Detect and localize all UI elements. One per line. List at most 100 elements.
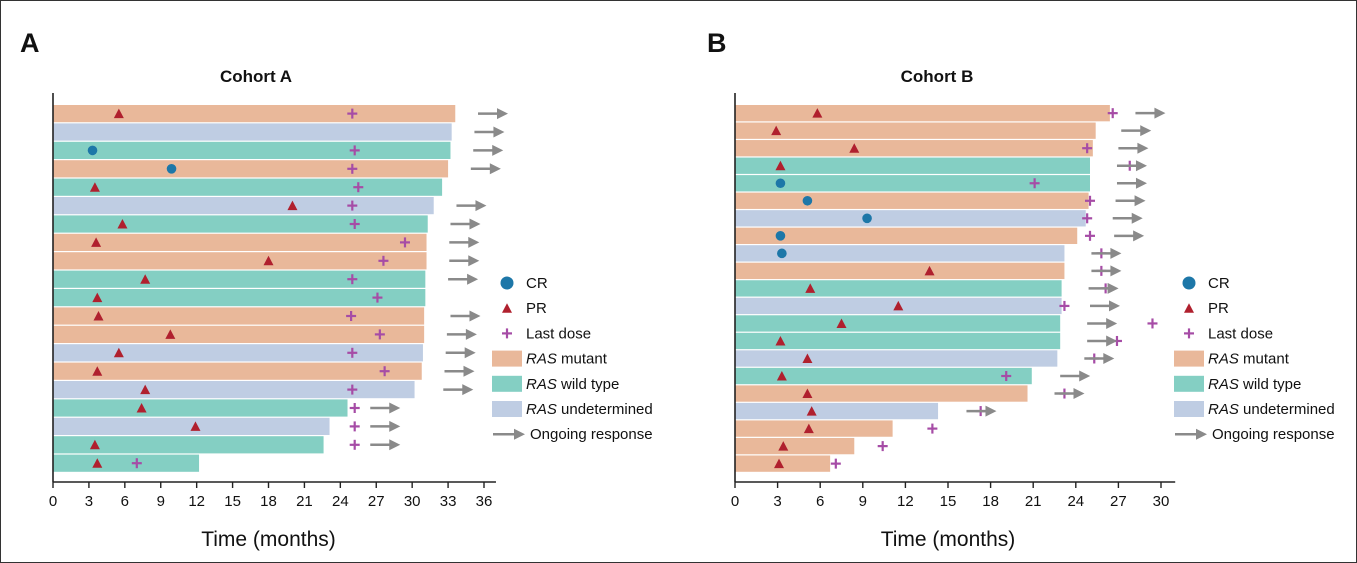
arrow-head (1079, 370, 1091, 382)
x-tick-label: 3 (773, 493, 781, 510)
ongoing-response-arrow (1054, 388, 1085, 400)
ongoing-response-arrow (470, 163, 501, 175)
patient-bar (53, 160, 449, 178)
ongoing-response-arrow (1118, 142, 1149, 154)
ongoing-response-arrow (1088, 282, 1119, 294)
pr-marker (92, 458, 103, 468)
x-tick-label: 33 (440, 493, 457, 510)
ongoing-response-arrow (448, 273, 479, 285)
legend-label: CR (1208, 275, 1230, 292)
x-tick-label: 3 (85, 493, 93, 510)
patient-bar (53, 197, 434, 215)
legend-cr-marker (500, 276, 514, 290)
legend-swatch (492, 401, 522, 417)
last-dose-marker (1147, 318, 1158, 329)
arrow-head (1137, 142, 1149, 154)
x-tick-label: 30 (1153, 493, 1170, 510)
patient-bar (735, 192, 1089, 209)
legend-label: RAS mutant (526, 351, 608, 368)
pr-marker (165, 329, 176, 339)
ongoing-response-arrow (444, 365, 475, 377)
arrow-head (464, 347, 476, 359)
ongoing-response-arrow (1084, 352, 1115, 364)
x-tick-label: 21 (1025, 493, 1042, 510)
patient-bar (735, 455, 831, 472)
pr-marker (89, 439, 100, 450)
legend-label-text: Last dose (1208, 325, 1273, 342)
legend-label: RAS wild type (526, 376, 619, 393)
legend-swatch (1174, 350, 1204, 367)
arrow-head (1103, 352, 1115, 364)
ongoing-response-arrow (449, 236, 480, 248)
legend-label-italic: RAS (526, 401, 557, 418)
patient-bar (735, 367, 1032, 385)
last-dose-marker (1082, 143, 1093, 154)
x-tick-label: 6 (816, 493, 824, 510)
pr-marker (113, 108, 124, 119)
arrow-head (468, 236, 480, 248)
x-tick-label: 9 (859, 493, 867, 510)
ongoing-response-arrow (1112, 212, 1143, 224)
legend-ongoing-arrow (1175, 428, 1207, 440)
last-dose-marker (347, 347, 358, 358)
cr-marker (775, 178, 786, 189)
pr-marker (802, 388, 813, 399)
patient-bar (53, 270, 426, 288)
legend-label: RAS undetermined (526, 401, 653, 418)
pr-marker (92, 292, 103, 303)
ongoing-response-arrow (370, 402, 401, 414)
patient-bar (735, 280, 1062, 297)
x-tick-label: 12 (188, 493, 205, 510)
patient-bar (735, 385, 1028, 402)
pr-marker (91, 237, 102, 247)
ongoing-response-arrow (966, 405, 997, 417)
pr-marker (92, 366, 103, 376)
arrow-head (1135, 160, 1147, 172)
x-tick-label: 15 (940, 493, 957, 510)
legend-label-text: undetermined (557, 401, 653, 418)
last-dose-marker (374, 329, 385, 340)
legend-label: RAS undetermined (1208, 401, 1335, 418)
arrow-head (1110, 247, 1122, 259)
ongoing-response-arrow (1060, 370, 1091, 382)
legend-last-dose-marker (502, 328, 512, 339)
last-dose-marker (1085, 195, 1095, 206)
legend-cr-marker (1182, 276, 1196, 290)
patient-bar (53, 381, 415, 399)
last-dose-marker (347, 200, 358, 211)
arrow-head (1107, 282, 1119, 294)
arrow-head (497, 108, 509, 120)
arrow-head (1110, 265, 1122, 277)
last-dose-marker (1001, 371, 1012, 382)
arrow-head (468, 255, 480, 267)
x-tick-label: 21 (296, 493, 313, 510)
legend-pr-marker (1184, 303, 1194, 313)
arrow-head (469, 218, 481, 230)
pr-marker (806, 406, 817, 416)
pr-marker (136, 403, 147, 413)
ongoing-response-arrow (1087, 317, 1118, 329)
pr-marker (802, 353, 813, 363)
chart-title: Cohort B (901, 67, 974, 86)
ongoing-response-arrow (370, 439, 401, 451)
last-dose-marker (1059, 300, 1070, 311)
last-dose-marker (1082, 213, 1093, 224)
arrow-head (1106, 317, 1118, 329)
patient-bar (53, 436, 324, 454)
ongoing-response-arrow (450, 218, 481, 230)
ongoing-response-arrow (1116, 177, 1147, 189)
pr-marker (775, 160, 786, 171)
legend-label-text: mutant (1239, 351, 1290, 368)
patient-bar (735, 262, 1065, 280)
pr-marker (805, 283, 816, 293)
patient-bar (53, 344, 423, 362)
legend-label-text: CR (1208, 275, 1230, 292)
patient-bar (53, 399, 348, 417)
x-tick-label: 6 (121, 493, 129, 510)
last-dose-marker (349, 403, 360, 413)
arrow-head (1134, 195, 1146, 207)
last-dose-marker (349, 145, 360, 156)
arrow-head (389, 420, 401, 432)
patient-bar (53, 289, 426, 307)
legend-label: Ongoing response (530, 426, 653, 443)
